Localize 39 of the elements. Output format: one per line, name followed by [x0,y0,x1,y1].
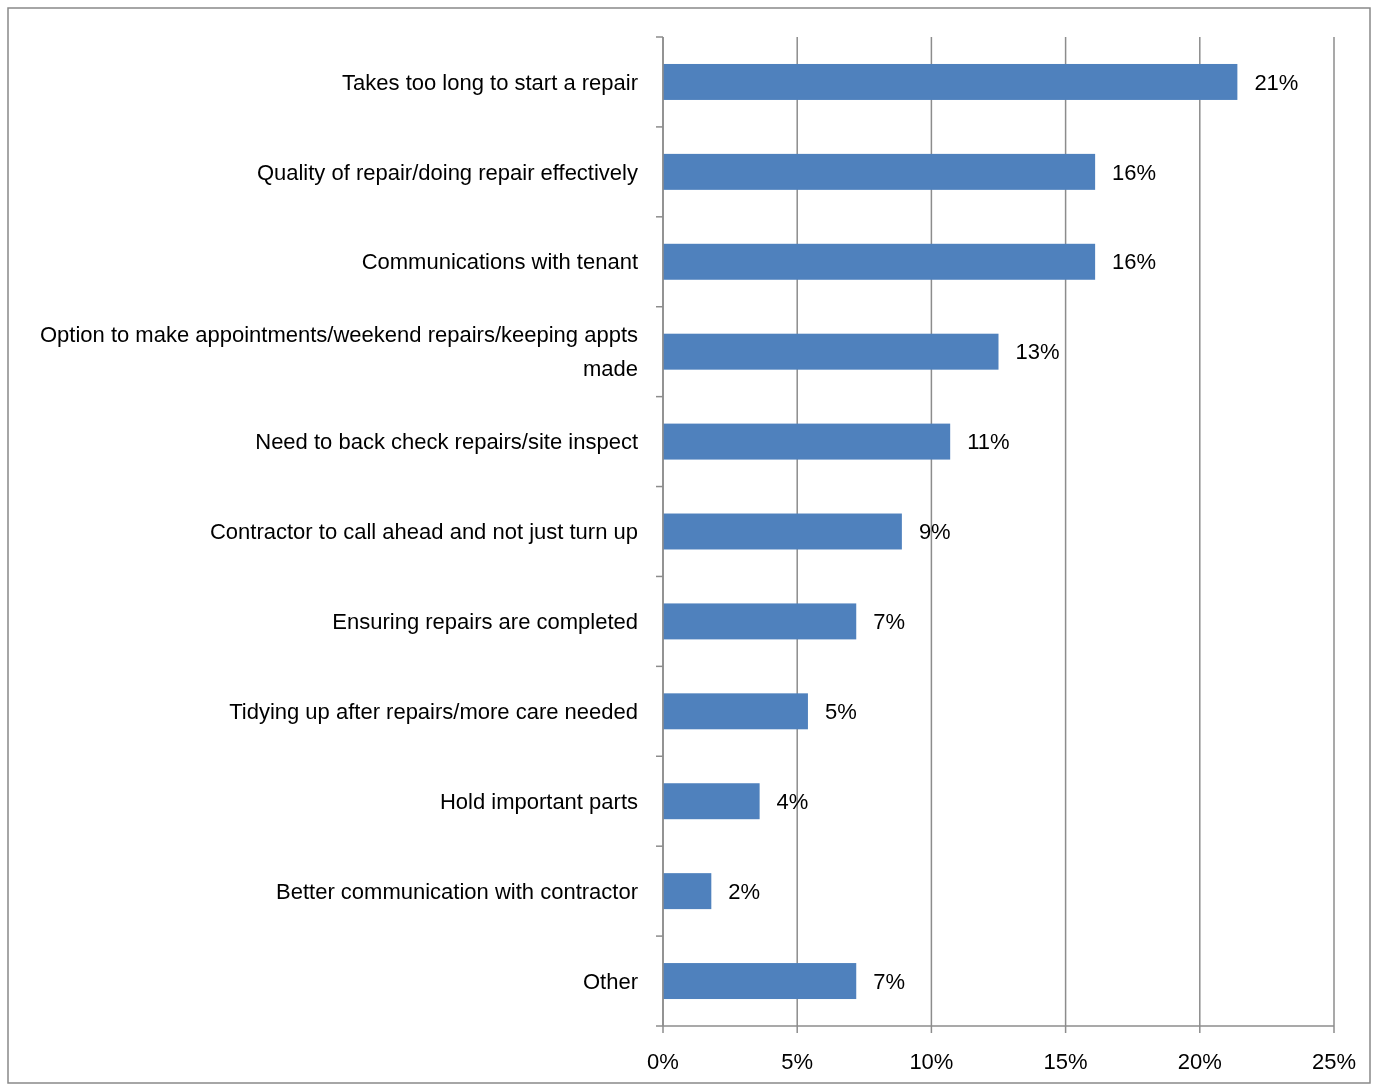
bar [663,963,857,1000]
x-tick-label: 25% [1311,1049,1357,1074]
data-label: 16% [1112,159,1157,185]
x-tick-label: 10% [909,1049,954,1074]
x-tick-label: 5% [781,1049,814,1074]
data-label: 9% [918,519,951,545]
y-tick-label: Option to make appointments/weekend repairs/keeping appts made [39,322,638,382]
y-tick-label: Contractor to call ahead and not just turn up [209,519,638,545]
bar [663,513,902,550]
y-tick-label: Takes too long to start a repair [342,69,638,95]
data-label: 11% [967,429,1010,455]
bar [663,693,808,730]
bar [663,603,857,640]
bar [663,423,951,460]
bar [663,243,1096,280]
bar [663,783,760,820]
data-label: 5% [824,699,857,725]
bar [663,63,1238,100]
y-tick-label: Ensuring repairs are completed [332,609,638,635]
y-tick-label: Communications with tenant [361,249,638,275]
bar [663,873,712,910]
y-tick-label: Other [582,968,638,994]
bar [663,333,999,370]
data-label: 7% [873,968,906,994]
y-tick-label: Need to back check repairs/site inspect [255,429,638,455]
data-label: 7% [873,609,906,635]
y-tick-label: Better communication with contractor [276,878,638,904]
x-tick-label: 20% [1177,1049,1222,1074]
data-label: 21% [1254,69,1299,95]
data-label: 16% [1112,249,1157,275]
data-label: 13% [1015,339,1060,365]
bar [663,153,1096,190]
x-tick-label: 15% [1043,1049,1088,1074]
data-label: 4% [776,788,809,814]
data-label: 2% [728,878,761,904]
y-tick-label: Hold important parts [439,788,638,814]
y-tick-label: Quality of repair/doing repair effectively [256,159,638,185]
x-tick-label: 0% [647,1049,679,1074]
y-tick-label: Tidying up after repairs/more care needed [229,699,638,725]
